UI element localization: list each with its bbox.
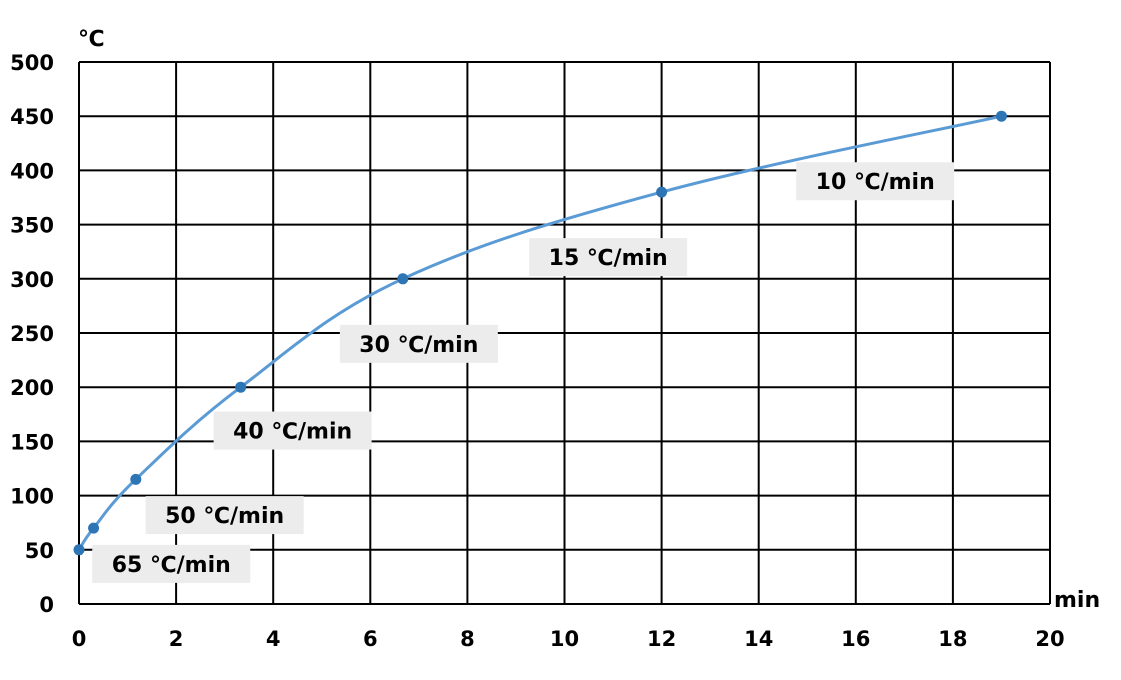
y-axis-unit-label: ℃ [78,27,105,52]
rate-annotation: 65 ℃/min [92,544,251,583]
rate-annotation: 50 ℃/min [145,496,304,535]
rate-annotation-text: 40 ℃/min [233,420,352,445]
rate-annotation-text: 50 ℃/min [165,504,284,529]
rate-annotation-background [796,162,955,201]
data-point [235,381,247,393]
rate-annotation-text: 15 ℃/min [549,246,668,271]
rate-annotation: 10 ℃/min [796,162,955,201]
rate-annotations: 65 ℃/min 50 ℃/min 40 ℃/min 30 ℃/min 15 ℃/min… [92,162,955,583]
x-tick-label: 18 [938,627,967,651]
y-tick-label: 400 [10,159,54,183]
y-tick-label: 350 [10,214,54,238]
rate-annotation-background [213,411,372,450]
x-tick-label: 6 [363,627,378,651]
data-point [73,544,85,556]
y-axis-tick-labels: 0 50 100 150 200 250 300 350 400 450 500 [10,51,54,617]
y-tick-label: 250 [10,322,54,346]
data-point [995,110,1007,122]
x-tick-label: 0 [72,627,87,651]
x-tick-label: 4 [266,627,281,651]
x-tick-label: 16 [841,627,870,651]
y-tick-label: 450 [10,105,54,129]
series-line-group [77,114,1002,551]
x-tick-label: 12 [647,627,676,651]
x-tick-label: 10 [550,627,579,651]
data-point [130,473,142,485]
rate-annotation-text: 10 ℃/min [816,170,935,195]
data-point [397,273,409,285]
series-line [77,114,1002,551]
rate-annotation-background [339,324,498,363]
rate-annotation-background [92,544,251,583]
rate-annotation: 30 ℃/min [339,324,498,363]
x-axis-tick-labels: 0 2 4 6 8 10 12 14 16 18 20 [72,627,1065,651]
x-axis-unit-label: min [1054,588,1100,613]
data-point [656,186,668,198]
rate-annotation-background [145,496,304,535]
grid [78,61,1051,605]
y-tick-label: 0 [39,593,54,617]
x-tick-label: 14 [744,627,773,651]
y-tick-label: 150 [10,430,54,454]
y-tick-label: 200 [10,376,54,400]
x-tick-label: 8 [460,627,475,651]
rate-annotation-text: 65 ℃/min [112,553,231,578]
rate-annotation: 15 ℃/min [529,238,688,277]
x-tick-label: 20 [1035,627,1064,651]
y-tick-label: 50 [25,539,54,563]
rate-annotation-text: 30 ℃/min [359,333,478,358]
x-tick-label: 2 [169,627,184,651]
data-points [73,110,1007,556]
y-tick-label: 100 [10,485,54,509]
y-tick-label: 300 [10,268,54,292]
rate-annotation-background [529,238,688,277]
y-tick-label: 500 [10,51,54,75]
rate-annotation: 40 ℃/min [213,411,372,450]
data-point [88,522,100,534]
